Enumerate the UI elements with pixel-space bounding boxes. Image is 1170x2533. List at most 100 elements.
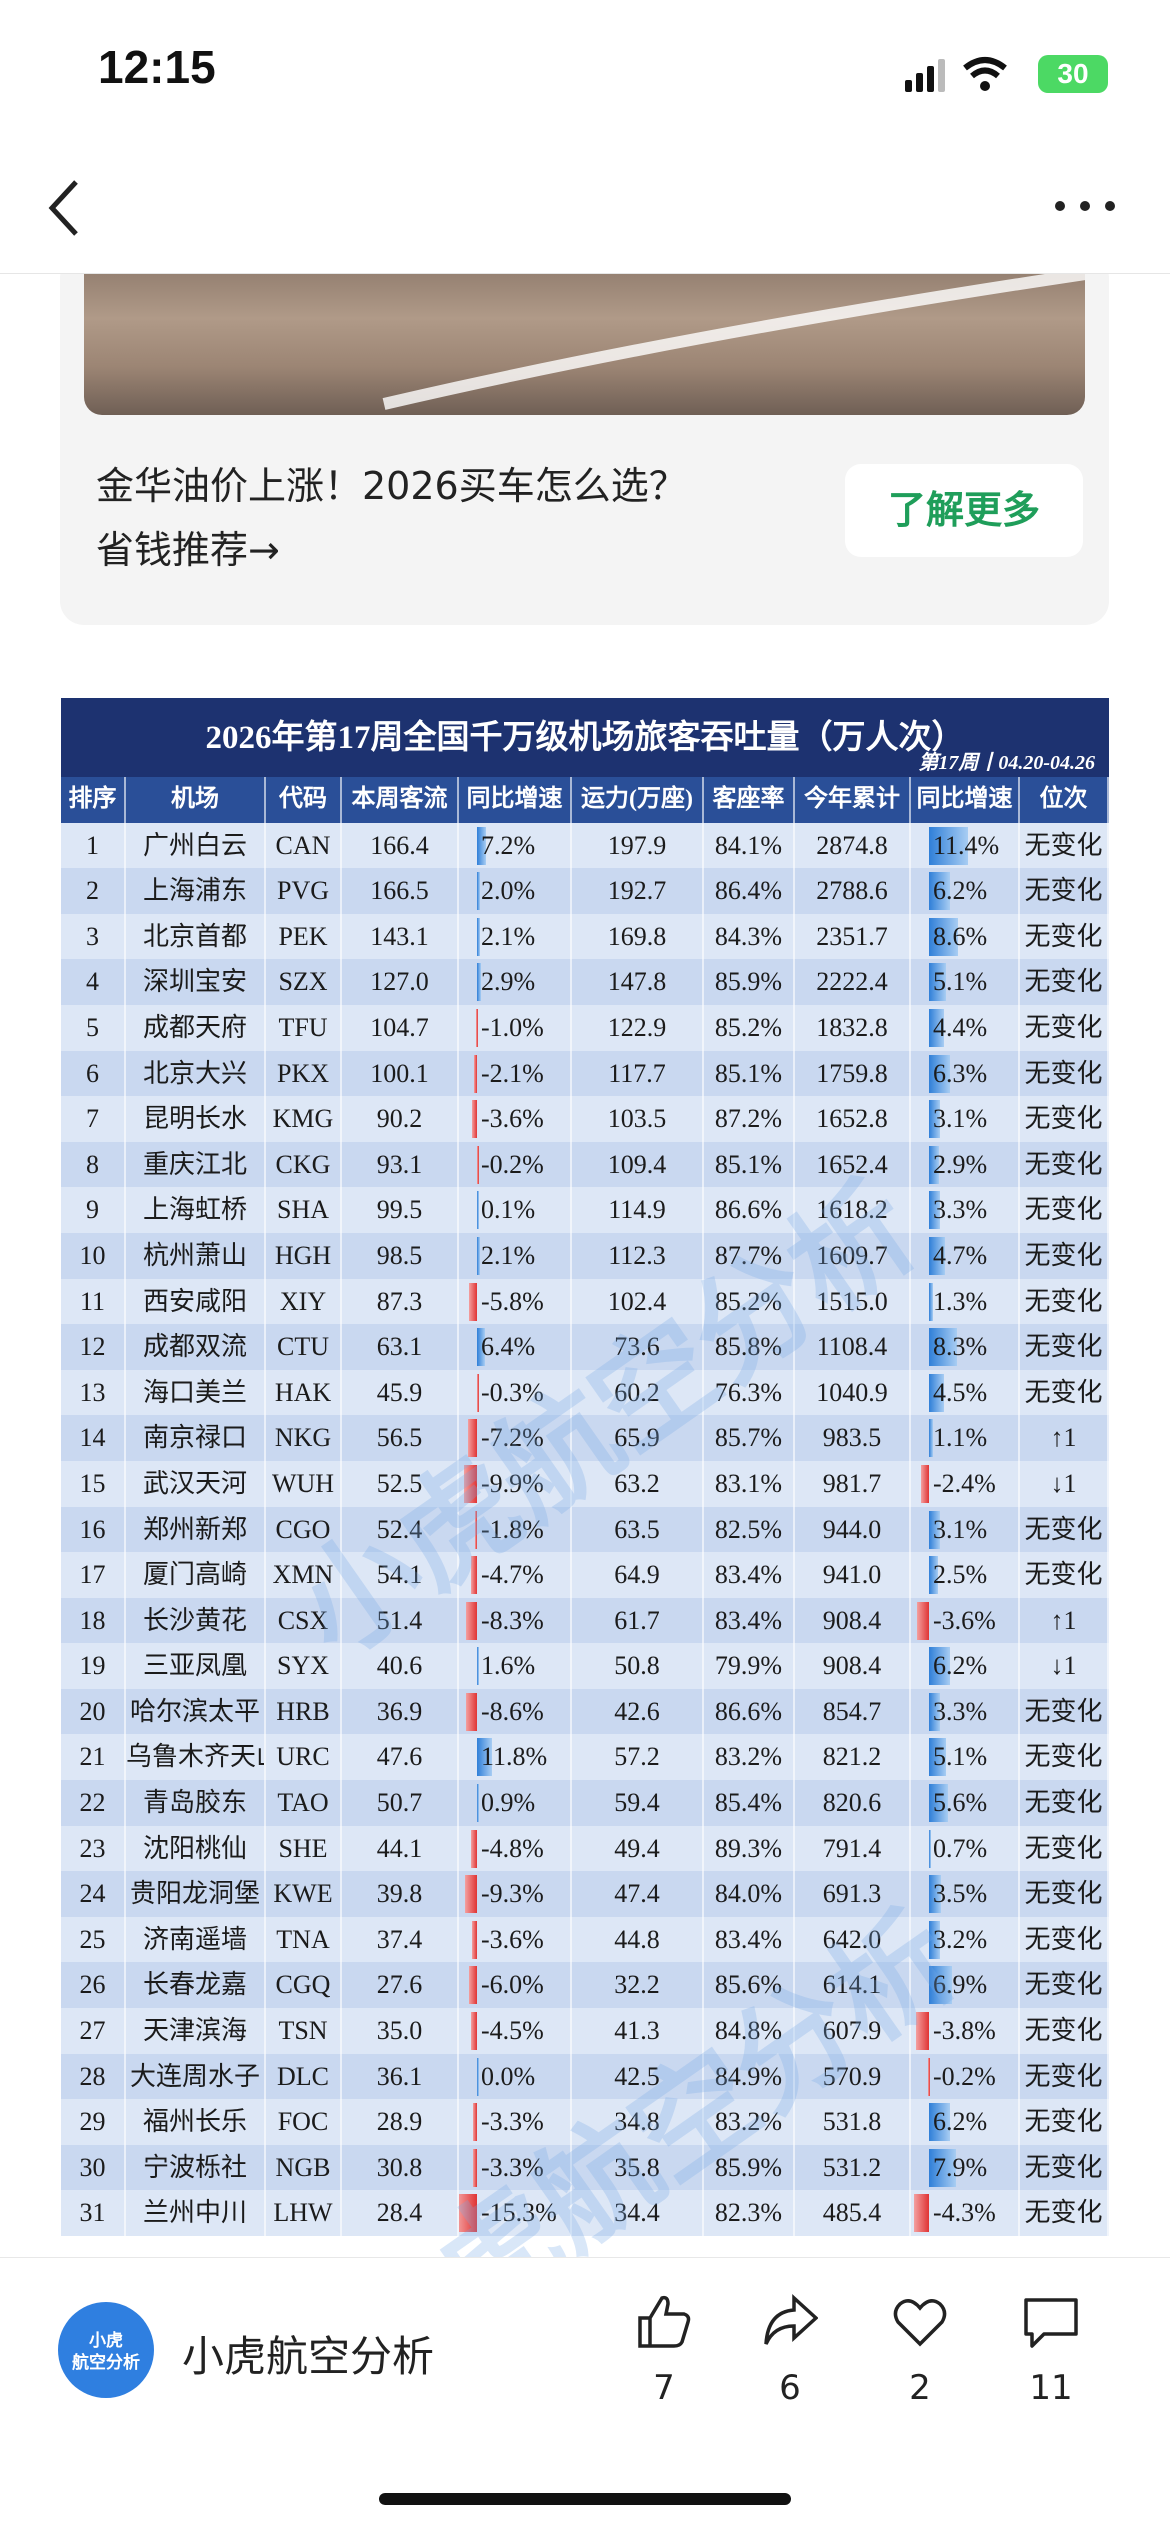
table-cell: 成都天府 [126,1004,266,1051]
growth-bar [916,2012,929,2051]
table-cell: SYX [266,1643,342,1689]
cell-text: -9.9% [481,1468,544,1498]
cell-text: 0.0% [481,2061,536,2091]
table-cell: 13 [61,1369,126,1416]
back-button[interactable] [44,178,84,238]
cell-text: -3.8% [933,2016,996,2046]
header-cell: 代码 [266,777,342,823]
table-cell: 沈阳桃仙 [126,1825,266,1872]
more-button[interactable] [1052,196,1122,216]
table-cell: -6.0% [459,1962,572,2009]
table-cell: 61.7 [572,1597,704,1644]
cell-text: 杭州萧山 [142,1240,247,1270]
cell-text: 531.2 [822,2152,882,2182]
cell-text: 103.5 [607,1104,667,1134]
table-row: 22 青岛胶东 TAO 50.7 0.9% 59.4 85.4% 820.6 5.6% 无变化 [61,1780,1109,1826]
growth-bar [469,1966,477,2005]
cell-text: 深圳宝安 [142,967,247,997]
table-cell: 820.6 [795,1780,911,1826]
cell-text: ↓1 [1050,1468,1077,1498]
table-cell: 无变化 [1020,2190,1109,2236]
cell-text: 无变化 [1024,1924,1103,1954]
cell-text: 85.4% [714,1788,783,1818]
growth-bar [476,1373,479,1412]
account-name[interactable]: 小虎航空分析 [182,2332,435,2381]
table-cell: 5.1% [911,1734,1020,1781]
cell-text: 83.2% [714,2107,783,2137]
cell-text: 乌鲁木齐天山 [126,1742,264,1772]
cell-text: 197.9 [607,830,667,860]
table-cell: -2.4% [911,1460,1020,1507]
table-cell: 36.9 [342,1688,459,1735]
cell-text: 42.5 [614,2061,660,2091]
growth-bar [469,1282,477,1321]
cell-text: KMG [272,1104,334,1134]
growth-bar [472,1100,477,1139]
cell-text: 无变化 [1024,876,1103,906]
table-cell: 83.2% [704,1734,795,1781]
table-cell: 无变化 [1020,1780,1109,1826]
cell-text: 无变化 [1024,830,1103,860]
table-cell: 127.0 [342,959,459,1005]
table-cell: 无变化 [1020,1004,1109,1051]
table-cell: 99.5 [342,1187,459,1233]
favorite-icon[interactable] [892,2294,948,2350]
cell-text: TSN [278,2016,328,2046]
cell-text: 三亚凤凰 [142,1651,247,1681]
table-cell: 34.8 [572,2099,704,2145]
table-cell: 31 [61,2190,126,2236]
cell-text: 2222.4 [816,967,888,997]
cell-text: 100.1 [370,1058,429,1088]
ad-button[interactable]: 了解更多 [845,464,1083,557]
table-cell: 64.9 [572,1552,704,1598]
table-cell: 40.6 [342,1643,459,1689]
table-cell: 北京大兴 [126,1050,266,1097]
table-row: 30 宁波栎社 NGB 30.8 -3.3% 35.8 85.9% 531.2 7.9% 无变化 [61,2144,1109,2191]
table-cell: 21 [61,1734,126,1781]
cell-text: 无变化 [1024,1788,1103,1818]
table-cell: 79.9% [704,1643,795,1689]
table-cell: -3.3% [459,2099,572,2145]
cell-text: 56.5 [376,1423,423,1453]
cell-text: 7 [86,1104,99,1134]
table-cell: -4.3% [911,2190,1020,2236]
cell-text: 5 [86,1012,99,1042]
comment-icon[interactable] [1022,2294,1080,2350]
growth-bar [928,2057,931,2096]
table-cell: HGH [266,1232,342,1279]
account-logo[interactable]: 小虎 航空分析 [58,2302,154,2398]
table-cell: 宁波栎社 [126,2144,266,2191]
home-indicator [379,2493,791,2505]
cell-text: 47.6 [376,1742,423,1772]
cell-text: -0.3% [481,1377,544,1407]
cell-text: 41.3 [614,2016,660,2046]
like-icon[interactable] [636,2294,692,2350]
table-cell: 87.7% [704,1232,795,1279]
header-text: 今年累计 [804,786,900,812]
cell-text: 34.4 [614,2198,660,2228]
cell-text: 1652.4 [816,1149,888,1179]
cell-text: 35.8 [614,2152,660,2182]
cell-text: PVG [276,876,329,906]
table-cell: 4.7% [911,1232,1020,1279]
share-icon[interactable] [762,2294,818,2350]
cell-text: KWE [273,1879,333,1909]
table-cell: 无变化 [1020,2008,1109,2054]
table-cell: 15 [61,1460,126,1507]
cell-text: 981.7 [822,1468,882,1498]
ad-card[interactable]: 金华油价上涨！2026买车怎么选？ 省钱推荐→ 了解更多 [60,274,1109,625]
table-cell: CSX [266,1597,342,1644]
cell-text: 无变化 [1024,1696,1103,1726]
cell-text: 2.1% [481,1240,536,1270]
cell-text: 2351.7 [816,921,888,951]
cell-text: 1.3% [933,1286,988,1316]
table-cell: 无变化 [1020,2099,1109,2145]
cell-text: -7.2% [481,1423,544,1453]
table-cell: 941.0 [795,1552,911,1598]
header-cell: 本周客流 [342,777,459,823]
cell-text: 85.1% [714,1149,783,1179]
cell-text: -1.0% [481,1012,544,1042]
table-cell: 无变化 [1020,822,1109,869]
cell-text: 52.5 [376,1468,423,1498]
